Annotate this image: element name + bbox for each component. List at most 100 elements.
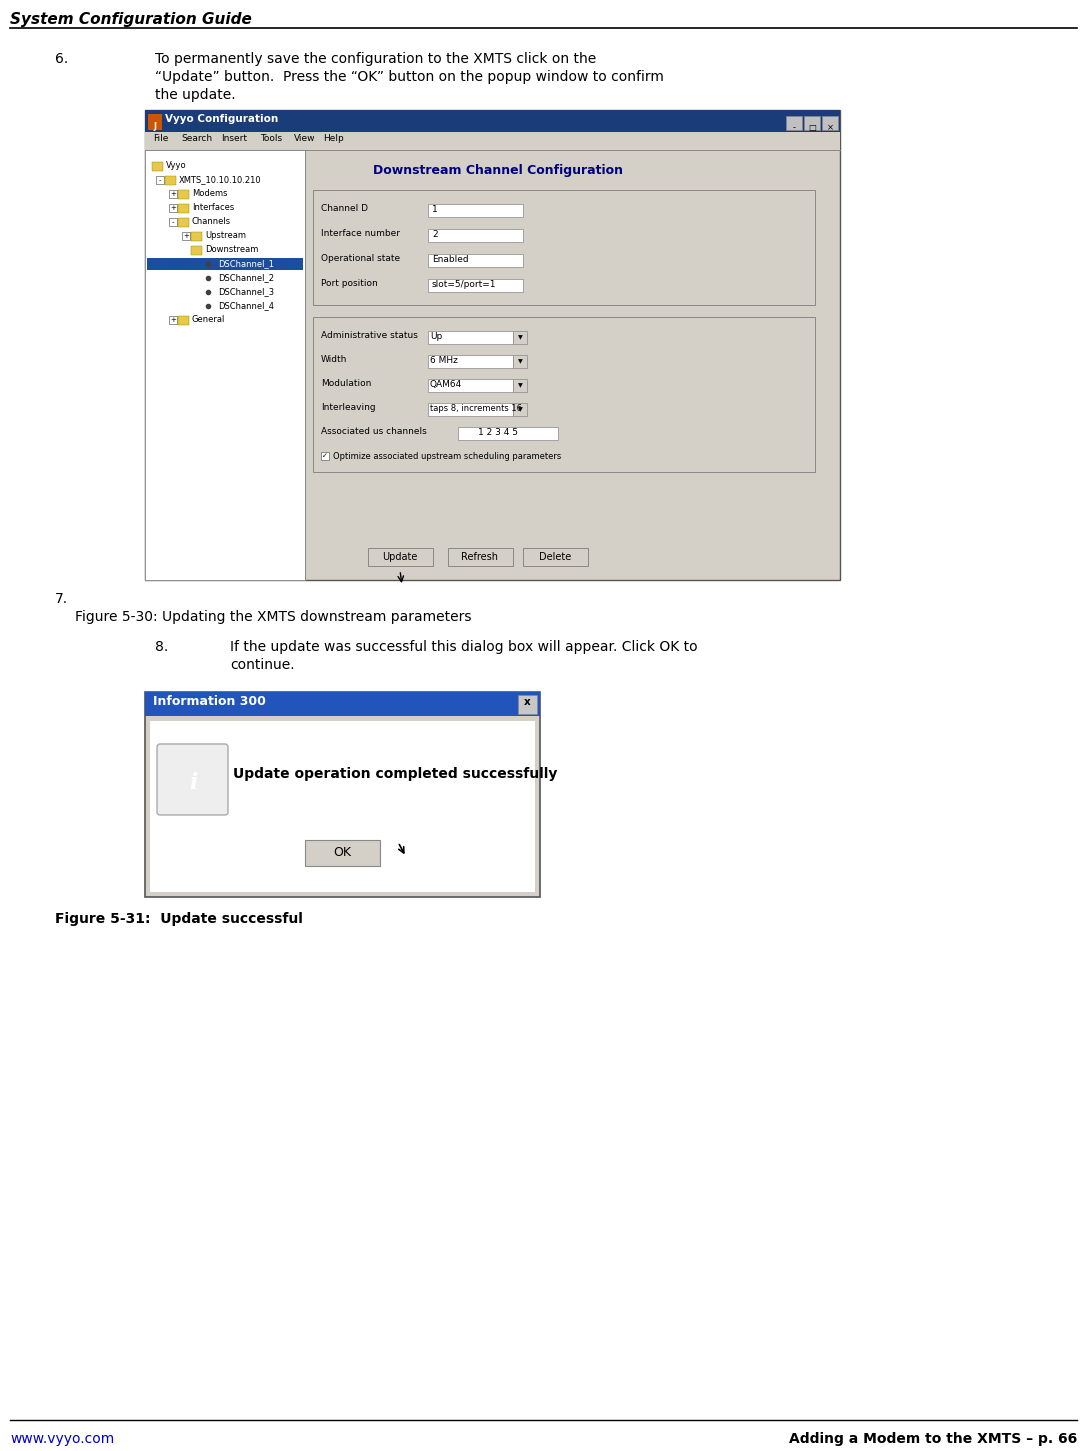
Text: -: -: [159, 177, 161, 183]
Text: Downstream: Downstream: [205, 245, 259, 254]
Bar: [147, 258, 303, 270]
Bar: [168, 218, 177, 226]
Text: DSChannel_1: DSChannel_1: [218, 258, 274, 268]
Text: View: View: [295, 133, 315, 144]
FancyBboxPatch shape: [157, 744, 228, 815]
Bar: [428, 254, 523, 267]
Text: If the update was successful this dialog box will appear. Click OK to: If the update was successful this dialog…: [230, 640, 698, 654]
Text: File: File: [153, 133, 168, 144]
Bar: [513, 403, 527, 416]
Text: Help: Help: [323, 133, 343, 144]
Bar: [182, 232, 190, 239]
Text: Search: Search: [182, 133, 213, 144]
Text: Upstream: Upstream: [205, 231, 246, 239]
Text: Vyyo: Vyyo: [166, 161, 187, 170]
Bar: [145, 692, 540, 715]
Bar: [428, 279, 523, 292]
Bar: [518, 695, 537, 714]
Text: QAM64: QAM64: [430, 380, 462, 389]
Bar: [178, 190, 189, 199]
Text: +: +: [183, 234, 189, 239]
Text: -: -: [172, 219, 174, 225]
Text: slot=5/port=1: slot=5/port=1: [432, 280, 497, 289]
Text: OK: OK: [333, 846, 351, 859]
Bar: [786, 116, 802, 131]
Bar: [191, 232, 202, 241]
Text: Modulation: Modulation: [321, 379, 372, 387]
Text: www.vyyo.com: www.vyyo.com: [10, 1432, 114, 1447]
Text: ▼: ▼: [517, 406, 523, 412]
Text: Update operation completed successfully: Update operation completed successfully: [233, 768, 558, 781]
Bar: [148, 115, 162, 131]
Text: 8.: 8.: [155, 640, 168, 654]
Text: i: i: [189, 772, 197, 794]
Text: Figure 5-31:  Update successful: Figure 5-31: Update successful: [55, 913, 303, 926]
Bar: [428, 205, 523, 218]
Text: ✓: ✓: [322, 453, 328, 459]
Text: +: +: [170, 316, 176, 324]
Text: Interleaving: Interleaving: [321, 403, 376, 412]
Text: Channel D: Channel D: [321, 205, 368, 213]
Text: taps 8, increments 16: taps 8, increments 16: [430, 403, 522, 414]
Bar: [458, 427, 558, 440]
Text: Up: Up: [430, 332, 442, 341]
Bar: [168, 205, 177, 212]
Bar: [321, 453, 329, 460]
Text: Port position: Port position: [321, 279, 378, 287]
Text: x: x: [524, 696, 530, 707]
Bar: [523, 548, 588, 566]
Bar: [822, 116, 838, 131]
Bar: [428, 379, 513, 392]
Bar: [157, 176, 164, 184]
Text: 6.: 6.: [55, 52, 68, 65]
Text: +: +: [170, 205, 176, 210]
Text: System Configuration Guide: System Configuration Guide: [10, 12, 252, 28]
Text: +: +: [170, 192, 176, 197]
Text: Optimize associated upstream scheduling parameters: Optimize associated upstream scheduling …: [333, 453, 561, 461]
Text: Administrative status: Administrative status: [321, 331, 417, 340]
Text: continue.: continue.: [230, 657, 295, 672]
Bar: [145, 110, 840, 580]
Text: 2: 2: [432, 231, 438, 239]
Text: “Update” button.  Press the “OK” button on the popup window to confirm: “Update” button. Press the “OK” button o…: [155, 70, 664, 84]
Bar: [313, 190, 815, 305]
Text: the update.: the update.: [155, 89, 236, 102]
Bar: [428, 331, 513, 344]
Bar: [150, 721, 535, 892]
Text: Update: Update: [383, 551, 417, 562]
Text: 1 2 3 4 5: 1 2 3 4 5: [478, 428, 518, 437]
Text: Delete: Delete: [539, 551, 571, 562]
Bar: [513, 331, 527, 344]
Text: Refresh: Refresh: [462, 551, 499, 562]
Text: ×: ×: [826, 123, 834, 132]
Bar: [305, 840, 380, 866]
Bar: [191, 247, 202, 255]
Bar: [145, 110, 840, 132]
Bar: [168, 190, 177, 197]
Text: ▼: ▼: [517, 335, 523, 340]
Text: Insert: Insert: [221, 133, 247, 144]
Bar: [165, 176, 176, 184]
Text: ▼: ▼: [517, 383, 523, 387]
Bar: [307, 842, 378, 863]
Text: ▼: ▼: [517, 358, 523, 364]
Text: 1: 1: [432, 205, 438, 213]
Text: Modems: Modems: [192, 189, 227, 197]
Bar: [313, 316, 815, 472]
Bar: [428, 229, 523, 242]
Bar: [178, 205, 189, 213]
Bar: [428, 403, 513, 416]
Text: Downstream Channel Configuration: Downstream Channel Configuration: [373, 164, 623, 177]
Bar: [513, 355, 527, 369]
Text: Tools: Tools: [260, 133, 283, 144]
Text: Width: Width: [321, 355, 348, 364]
Bar: [178, 218, 189, 226]
Text: Interface number: Interface number: [321, 229, 400, 238]
Bar: [368, 548, 433, 566]
Bar: [804, 116, 820, 131]
Text: □: □: [808, 123, 816, 132]
Text: Associated us channels: Associated us channels: [321, 427, 427, 435]
Text: Information 300: Information 300: [153, 695, 266, 708]
Bar: [168, 316, 177, 324]
Text: -: -: [792, 123, 796, 132]
